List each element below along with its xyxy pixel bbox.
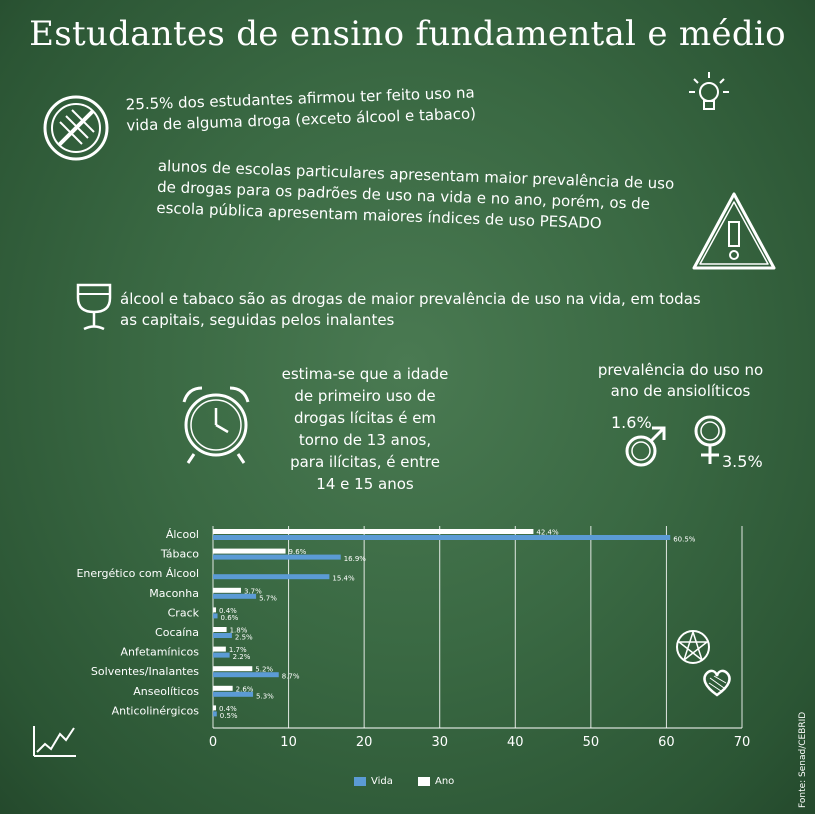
x-tick-label: 20	[356, 735, 373, 748]
x-tick-label: 60	[658, 735, 675, 748]
data-label-ano: 42.4%	[536, 529, 559, 537]
category-label: Tábaco	[160, 548, 199, 561]
alarm-clock-icon	[182, 386, 250, 464]
data-label-vida: 0.6%	[221, 614, 239, 622]
data-label-ano: 0.4%	[219, 607, 237, 615]
bar-vida	[213, 554, 341, 560]
x-tick-label: 40	[507, 735, 524, 748]
bar-vida	[213, 633, 232, 638]
legend-vida: Vida	[354, 776, 393, 787]
data-label-vida: 5.3%	[256, 692, 274, 700]
bar-vida	[213, 574, 330, 580]
bar-ano	[213, 548, 286, 554]
legend-ano-label: Ano	[435, 776, 455, 787]
bar-ano	[213, 529, 534, 534]
alcohol-tobacco-fact: álcool e tabaco são as drogas de maior p…	[120, 290, 701, 329]
data-label-ano: 1.7%	[229, 646, 247, 654]
chart-doodle-icon	[33, 726, 76, 757]
wine-glass-icon	[76, 283, 112, 331]
category-label: Maconha	[149, 587, 199, 600]
bar-ano	[213, 705, 217, 711]
male-symbol-icon	[625, 426, 666, 467]
x-tick-label: 50	[583, 735, 600, 748]
x-tick-label: 0	[209, 735, 217, 748]
bar-ano	[213, 646, 226, 652]
drug-use-fact: 25.5% dos estudantes afirmou ter feito u…	[125, 83, 477, 135]
bar-vida	[213, 535, 671, 540]
category-label: Anseolíticos	[133, 685, 199, 698]
x-tick-label: 30	[431, 735, 448, 748]
bar-ano	[213, 666, 253, 672]
data-label-vida: 60.5%	[673, 536, 696, 544]
heart-icon	[703, 669, 731, 697]
no-drugs-icon	[43, 95, 109, 161]
legend-ano: Ano	[418, 776, 454, 787]
data-label-ano: 1.8%	[230, 627, 248, 635]
data-label-ano: 5.2%	[255, 666, 273, 674]
bar-vida	[213, 691, 254, 697]
warning-triangle-icon	[692, 192, 776, 270]
data-label-vida: 8.7%	[282, 673, 300, 681]
first-use-age-fact: estima-se que a idade de primeiro uso de…	[281, 365, 449, 493]
category-label: Álcool	[166, 528, 199, 541]
data-label-vida: 2.5%	[235, 634, 253, 642]
male-percent: 1.6%	[611, 413, 652, 432]
category-label: Energético com Álcool	[76, 567, 199, 580]
category-label: Anticolinérgicos	[112, 704, 200, 717]
category-label: Crack	[168, 606, 200, 619]
data-label-vida: 15.4%	[332, 575, 355, 583]
category-label: Cocaína	[155, 626, 199, 639]
bar-vida	[213, 593, 257, 599]
lightbulb-icon	[689, 72, 729, 110]
data-label-ano: 2.6%	[236, 685, 254, 693]
bar-ano	[213, 685, 233, 691]
x-tick-label: 70	[734, 735, 751, 748]
data-label-vida: 5.7%	[259, 594, 277, 602]
bar-ano	[213, 607, 217, 613]
data-label-vida: 0.5%	[220, 712, 238, 720]
data-label-ano: 9.6%	[289, 548, 307, 556]
private-schools-fact: alunos de escolas particulares apresenta…	[156, 156, 675, 233]
female-symbol-icon	[694, 415, 726, 464]
legend-vida-swatch	[354, 777, 366, 786]
legend-vida-label: Vida	[371, 776, 393, 787]
bar-vida	[213, 652, 230, 658]
data-label-vida: 16.9%	[344, 555, 367, 563]
x-tick-label: 10	[280, 735, 297, 748]
data-label-ano: 0.4%	[219, 705, 237, 713]
page-title: Estudantes de ensino fundamental e médio	[29, 14, 786, 54]
bar-chart: 0 10 20 30 40 50 60 70 Álcool 42.4% 60.5% Tábaco 9.6…	[76, 526, 751, 748]
bar-vida	[213, 613, 218, 619]
category-label: Anfetamínicos	[121, 646, 200, 659]
bar-vida	[213, 711, 217, 717]
bar-vida	[213, 672, 279, 678]
category-label: Solventes/Inalantes	[91, 665, 199, 678]
data-label-ano: 3.7%	[244, 587, 262, 595]
anxiolytics-label: prevalência do uso no ano de ansiolítico…	[597, 361, 764, 400]
pentagram-icon	[676, 630, 710, 664]
source-note: Fonte: Senad/CEBRID	[798, 711, 808, 808]
bar-ano	[213, 587, 241, 593]
female-percent: 3.5%	[722, 452, 763, 471]
data-label-vida: 2.2%	[233, 653, 251, 661]
legend-ano-swatch	[418, 777, 430, 786]
bar-ano	[213, 627, 227, 632]
